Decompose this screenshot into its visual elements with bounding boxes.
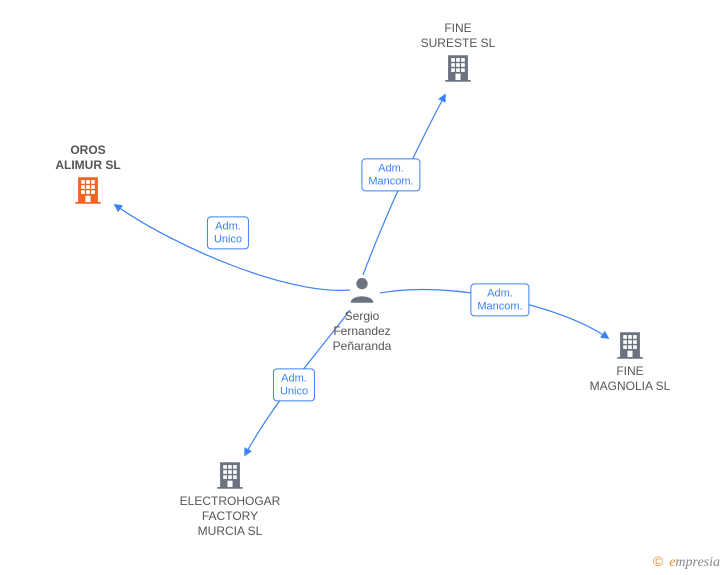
building-icon: [213, 458, 247, 492]
building-icon: [71, 173, 105, 207]
node-label: OROS ALIMUR SL: [18, 143, 158, 173]
edge-label-electrohogar: Adm. Unico: [273, 368, 315, 401]
building-icon: [441, 51, 475, 85]
node-label: FINE SURESTE SL: [388, 21, 528, 51]
edge-label-fine-magnolia: Adm. Mancom.: [470, 283, 529, 316]
node-person-sergio[interactable]: Sergio Fernandez Peñaranda: [292, 273, 432, 354]
node-electrohogar[interactable]: ELECTROHOGAR FACTORY MURCIA SL: [160, 458, 300, 539]
node-label: FINE MAGNOLIA SL: [560, 364, 700, 394]
copyright-symbol: ©: [653, 553, 663, 569]
node-oros-alimur[interactable]: OROS ALIMUR SL: [18, 141, 158, 207]
building-icon: [613, 328, 647, 362]
node-fine-magnolia[interactable]: FINE MAGNOLIA SL: [560, 328, 700, 394]
edge-label-oros-alimur: Adm. Unico: [207, 216, 249, 249]
brand-rest: mpresia: [675, 555, 720, 570]
node-fine-sureste[interactable]: FINE SURESTE SL: [388, 19, 528, 85]
node-label: Sergio Fernandez Peñaranda: [292, 309, 432, 354]
person-icon: [345, 273, 379, 307]
node-label: ELECTROHOGAR FACTORY MURCIA SL: [160, 494, 300, 539]
watermark: © empresia: [653, 553, 720, 571]
diagram-canvas: Sergio Fernandez Peñaranda OROS ALIMUR SL…: [0, 0, 728, 575]
edge-label-fine-sureste: Adm. Mancom.: [361, 158, 420, 191]
